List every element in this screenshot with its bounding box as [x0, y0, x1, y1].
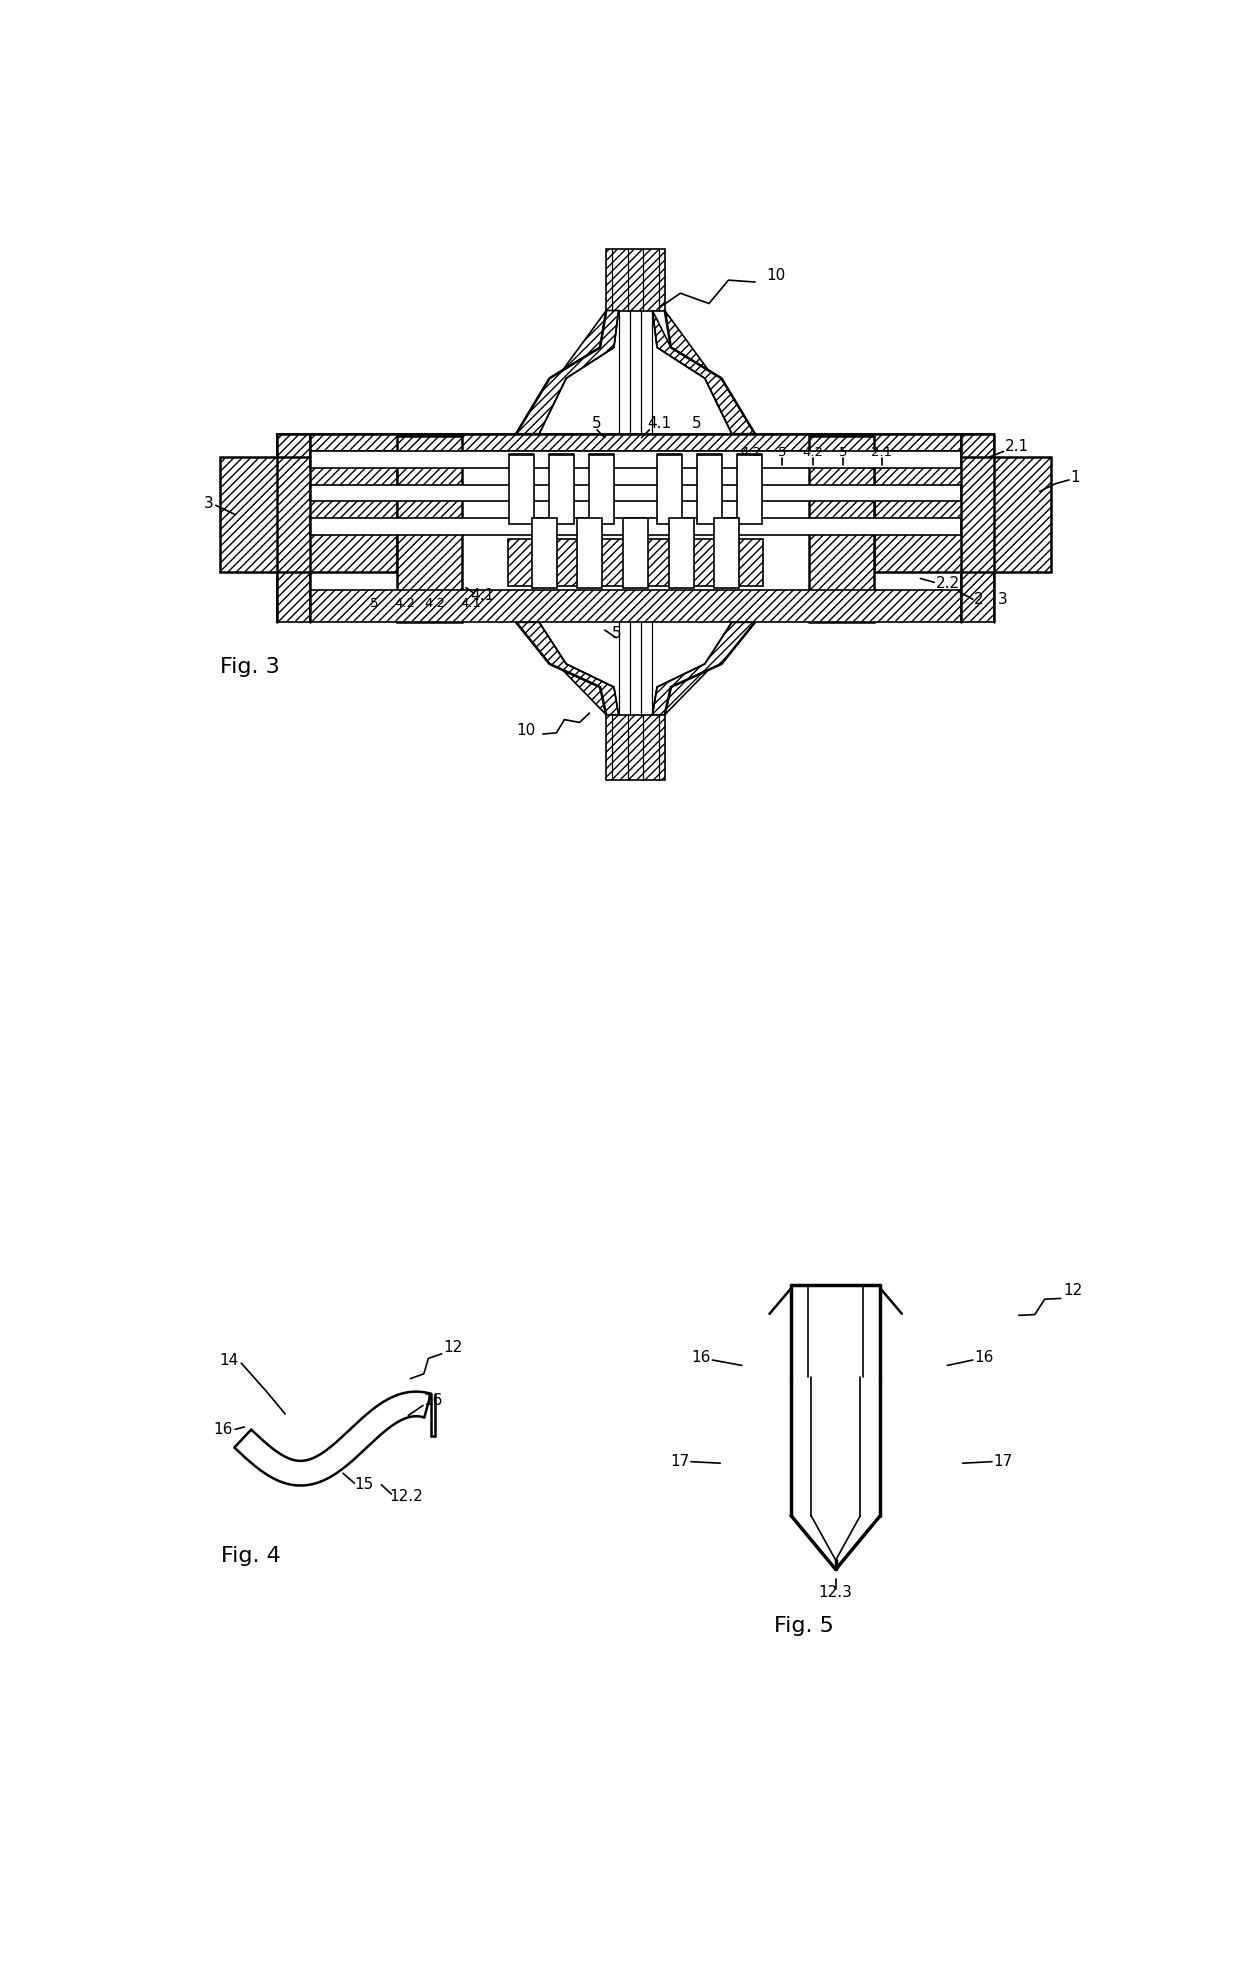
Bar — [510, 455, 534, 524]
Text: 3: 3 — [997, 591, 1007, 607]
Text: 4.1: 4.1 — [471, 587, 495, 603]
Text: 17: 17 — [670, 1454, 689, 1470]
Text: 12: 12 — [443, 1341, 463, 1355]
Bar — [697, 455, 722, 524]
Polygon shape — [652, 623, 755, 714]
Polygon shape — [516, 311, 606, 433]
Text: 4.1: 4.1 — [647, 415, 671, 431]
Text: 12.3: 12.3 — [818, 1584, 853, 1600]
Text: 2.2: 2.2 — [936, 576, 960, 591]
Text: 5: 5 — [611, 627, 621, 641]
Bar — [310, 451, 961, 467]
Bar — [737, 455, 761, 524]
Bar — [549, 455, 574, 524]
Bar — [606, 249, 665, 311]
Polygon shape — [516, 623, 606, 714]
Text: 16: 16 — [692, 1351, 711, 1365]
Text: 5: 5 — [593, 415, 601, 431]
Text: 16: 16 — [975, 1351, 993, 1365]
Text: 4.1: 4.1 — [460, 597, 481, 609]
Bar — [219, 457, 397, 572]
Bar — [397, 435, 463, 623]
Bar — [657, 455, 682, 524]
Bar — [532, 518, 557, 587]
Bar — [808, 435, 874, 623]
Bar — [310, 485, 961, 502]
Bar — [714, 518, 739, 587]
Text: 5: 5 — [777, 447, 786, 459]
Polygon shape — [665, 311, 755, 433]
Bar — [961, 433, 993, 623]
Text: 5: 5 — [839, 447, 848, 459]
Bar — [589, 455, 614, 524]
Text: 16: 16 — [424, 1393, 443, 1408]
Text: 12.2: 12.2 — [389, 1489, 423, 1503]
Text: 1: 1 — [1070, 471, 1080, 485]
Bar — [670, 518, 694, 587]
Text: 4.2: 4.2 — [740, 447, 761, 459]
Text: Fig. 4: Fig. 4 — [221, 1547, 281, 1567]
Text: 5: 5 — [370, 597, 378, 609]
Text: 5: 5 — [692, 415, 702, 431]
Polygon shape — [516, 623, 619, 714]
Text: 17: 17 — [993, 1454, 1013, 1470]
Text: 12: 12 — [1063, 1284, 1083, 1298]
Text: Fig. 3: Fig. 3 — [219, 657, 279, 676]
Polygon shape — [516, 311, 619, 433]
Text: 2: 2 — [975, 591, 983, 607]
Text: 2.1: 2.1 — [1006, 439, 1029, 455]
Text: 2.1: 2.1 — [872, 447, 893, 459]
Text: Fig. 5: Fig. 5 — [774, 1616, 835, 1636]
Bar — [624, 518, 647, 587]
Bar — [874, 457, 1052, 572]
Bar — [577, 518, 601, 587]
Bar — [310, 589, 961, 623]
Text: 4.2: 4.2 — [802, 447, 823, 459]
Text: 4.2: 4.2 — [425, 597, 446, 609]
Text: 4.2: 4.2 — [394, 597, 415, 609]
Text: 15: 15 — [355, 1478, 373, 1491]
Text: 16: 16 — [213, 1422, 233, 1436]
Bar — [606, 714, 665, 779]
Bar — [310, 518, 961, 536]
Bar — [278, 433, 310, 623]
Text: 14: 14 — [219, 1353, 239, 1367]
Text: 10: 10 — [516, 722, 536, 738]
Polygon shape — [652, 311, 755, 433]
Bar — [278, 433, 993, 451]
Polygon shape — [665, 623, 755, 714]
Text: 3: 3 — [203, 496, 213, 510]
Bar — [508, 540, 763, 585]
Text: 10: 10 — [766, 269, 786, 283]
